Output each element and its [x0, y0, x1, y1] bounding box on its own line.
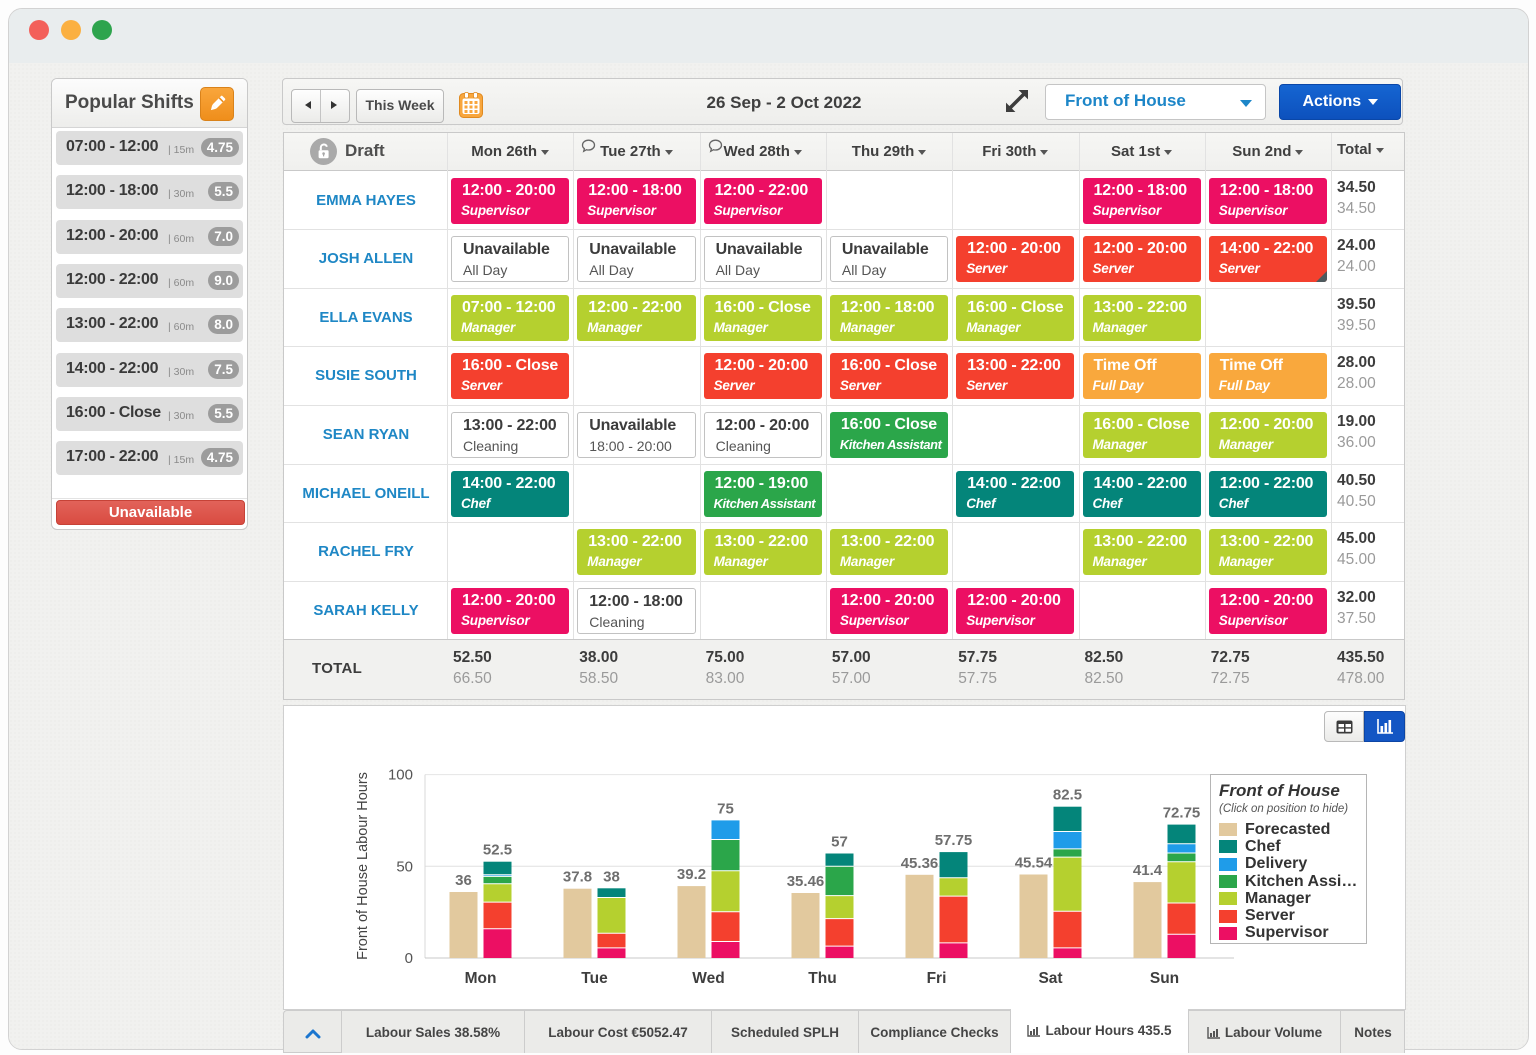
svg-text:Thu: Thu	[808, 970, 836, 987]
svg-text:72.75: 72.75	[1163, 805, 1201, 822]
svg-text:52.5: 52.5	[483, 842, 512, 859]
svg-text:Sat: Sat	[1038, 970, 1062, 987]
svg-text:37.8: 37.8	[563, 869, 592, 886]
svg-text:100: 100	[388, 767, 413, 784]
svg-text:41.4: 41.4	[1133, 862, 1163, 879]
svg-text:45.54: 45.54	[1015, 855, 1053, 872]
svg-text:0: 0	[405, 950, 413, 967]
svg-text:Tue: Tue	[581, 970, 608, 987]
svg-text:Mon: Mon	[465, 970, 497, 987]
svg-text:82.5: 82.5	[1053, 787, 1082, 804]
svg-text:50: 50	[396, 858, 413, 875]
svg-text:36: 36	[455, 872, 472, 889]
svg-text:57.75: 57.75	[935, 832, 973, 849]
svg-text:Front of House Labour Hours: Front of House Labour Hours	[355, 772, 371, 960]
svg-text:Sun: Sun	[1150, 970, 1179, 987]
svg-text:75: 75	[717, 800, 734, 817]
svg-text:45.36: 45.36	[901, 855, 939, 872]
svg-text:Fri: Fri	[927, 970, 947, 987]
svg-text:35.46: 35.46	[787, 873, 825, 890]
svg-text:39.2: 39.2	[677, 866, 706, 883]
svg-text:57: 57	[831, 834, 848, 851]
svg-text:38: 38	[603, 868, 620, 885]
svg-text:Wed: Wed	[692, 970, 724, 987]
